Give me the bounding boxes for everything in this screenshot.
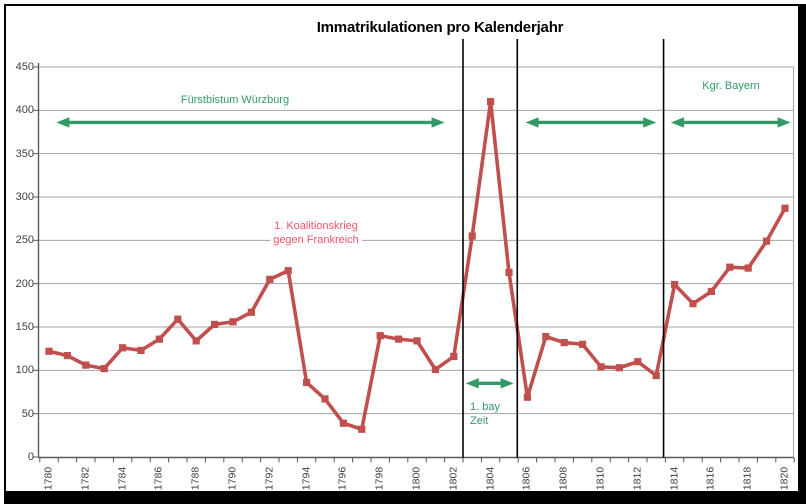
x-axis-label: 1800 <box>410 466 423 491</box>
x-axis-label: 1794 <box>300 466 313 491</box>
x-axis-label: 1806 <box>520 466 533 491</box>
x-axis-label: 1816 <box>704 466 717 491</box>
x-axis-label: 1790 <box>226 466 239 491</box>
x-axis-label: 1820 <box>778 466 791 491</box>
x-axis-label: 1804 <box>484 466 497 491</box>
y-axis-label: 400 <box>15 104 34 117</box>
annotation-bay-zeit-line1: 1. bay <box>470 401 500 413</box>
x-axis-label: 1792 <box>263 466 276 491</box>
y-axis-label: 50 <box>21 407 34 420</box>
x-axis-label: 1808 <box>557 466 570 491</box>
x-axis-label: 1818 <box>741 466 754 491</box>
annotation-kgr-bayern: Kgr. Bayern <box>702 80 760 92</box>
y-axis-label: 350 <box>15 147 34 160</box>
x-axis-label: 1780 <box>42 466 55 491</box>
y-axis-label: 450 <box>15 61 34 73</box>
y-axis-label: 150 <box>15 321 34 333</box>
x-axis-label: 1814 <box>668 466 681 491</box>
x-axis-label: 1786 <box>152 466 165 491</box>
annotation-koalitionskrieg: 1. Koalitionskrieg gegen Frankreich <box>270 220 362 247</box>
x-axis-label: 1798 <box>373 466 386 491</box>
annotation-bay-zeit-line2: Zeit <box>470 414 489 427</box>
annotation-koalitionskrieg-line2: gegen Frankreich <box>273 233 359 246</box>
y-axis-label: 100 <box>15 364 34 377</box>
x-axis-label: 1802 <box>447 466 460 491</box>
annotation-koalitionskrieg-line1: 1. Koalitionskrieg <box>274 220 358 232</box>
y-axis-label: 250 <box>15 234 34 247</box>
chart-border <box>4 4 806 504</box>
annotation-bay-zeit: 1. bay Zeit <box>470 401 500 428</box>
y-axis-label: 300 <box>15 191 34 203</box>
annotation-fuerstbistum-wuerzburg: Fürstbistum Würzburg <box>180 94 290 106</box>
y-axis-label: 0 <box>27 451 34 463</box>
x-axis-label: 1788 <box>189 466 202 491</box>
y-axis-label: 200 <box>15 277 34 290</box>
x-axis-label: 1796 <box>336 466 349 491</box>
x-axis-label: 1784 <box>116 466 129 491</box>
chart-title: Immatrikulationen pro Kalenderjahr <box>316 19 564 36</box>
x-axis-label: 1812 <box>631 466 644 491</box>
x-axis-label: 1782 <box>79 466 92 491</box>
x-axis-label: 1810 <box>594 466 607 491</box>
